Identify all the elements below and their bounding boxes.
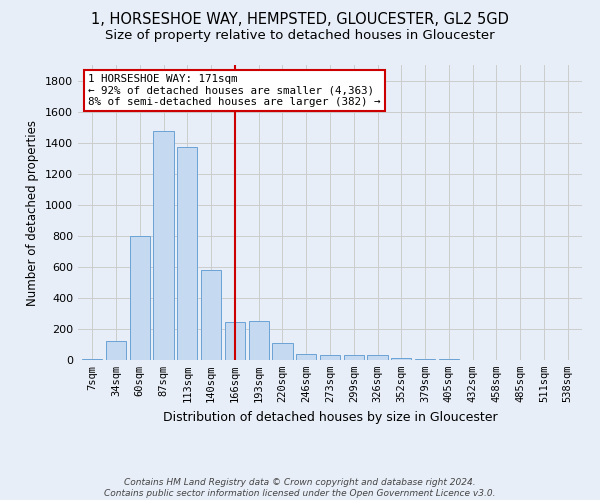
Bar	[296, 354, 316, 360]
Bar	[177, 146, 197, 360]
Bar	[439, 359, 459, 360]
Text: Contains HM Land Registry data © Crown copyright and database right 2024.
Contai: Contains HM Land Registry data © Crown c…	[104, 478, 496, 498]
Bar	[344, 356, 364, 360]
Bar	[272, 343, 293, 360]
Bar	[248, 321, 269, 360]
Bar	[82, 359, 103, 360]
Text: 1 HORSESHOE WAY: 171sqm
← 92% of detached houses are smaller (4,363)
8% of semi-: 1 HORSESHOE WAY: 171sqm ← 92% of detache…	[88, 74, 380, 107]
X-axis label: Distribution of detached houses by size in Gloucester: Distribution of detached houses by size …	[163, 410, 497, 424]
Y-axis label: Number of detached properties: Number of detached properties	[26, 120, 40, 306]
Bar	[154, 131, 173, 360]
Bar	[225, 322, 245, 360]
Text: Size of property relative to detached houses in Gloucester: Size of property relative to detached ho…	[105, 30, 495, 43]
Bar	[106, 340, 126, 360]
Bar	[201, 270, 221, 360]
Bar	[367, 356, 388, 360]
Bar	[415, 359, 435, 360]
Text: 1, HORSESHOE WAY, HEMPSTED, GLOUCESTER, GL2 5GD: 1, HORSESHOE WAY, HEMPSTED, GLOUCESTER, …	[91, 12, 509, 28]
Bar	[391, 358, 412, 360]
Bar	[130, 236, 150, 360]
Bar	[320, 354, 340, 360]
